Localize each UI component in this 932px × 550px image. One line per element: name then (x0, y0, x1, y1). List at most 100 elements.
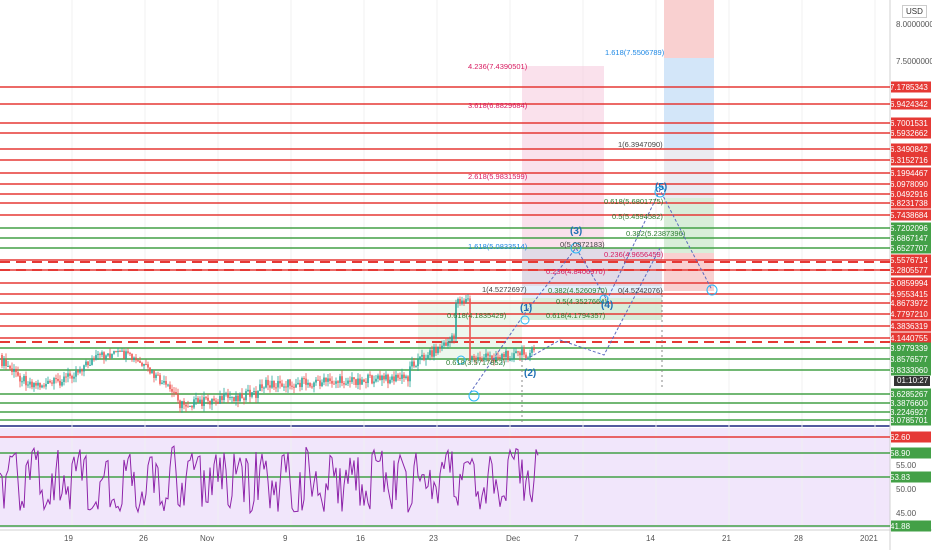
fib-level-label: 4.236(7.4390501) (468, 62, 528, 71)
price-level-label: 6.9424342 (890, 99, 928, 109)
fib-level-label: 1(6.3947090) (618, 140, 663, 149)
price-label-bg (891, 414, 931, 426)
price-level-label: 5.8231738 (890, 198, 928, 208)
price-level-label: 3.8576577 (890, 354, 928, 364)
rsi-axis-tick: 55.00 (896, 461, 917, 470)
price-label-bg (891, 288, 931, 300)
dotted-time-lines (521, 290, 663, 425)
elliott-wave-label: (1) (520, 303, 533, 314)
fib-level-label: 0.236(4.8406970) (546, 267, 606, 276)
price-level-label: 4.7797210 (890, 309, 928, 319)
price-level-label: 5.6867147 (890, 233, 928, 243)
rsi-label-bg (891, 471, 931, 483)
fib-level-label: 0(5.0872183) (560, 240, 605, 249)
elliott-wave-label: (5) (655, 182, 668, 193)
price-level-label: 5.6527707 (890, 243, 928, 253)
price-label-bg (891, 364, 931, 376)
price-level-label: 5.7438684 (890, 210, 928, 220)
price-label-bg (891, 242, 931, 254)
time-axis-tick: 23 (429, 534, 438, 543)
projection-box-pink (522, 66, 604, 248)
price-level-label: 4.3836319 (890, 321, 928, 331)
fib-level-label: 0.5(5.4594582) (612, 212, 663, 221)
price-level-label: 6.1994467 (890, 168, 928, 178)
time-axis-tick: 14 (646, 534, 655, 543)
rsi-axis-tick: 45.00 (896, 509, 917, 518)
time-axis-tick: 7 (574, 534, 579, 543)
price-label-bg (891, 197, 931, 209)
time-axis-tick: Dec (506, 534, 521, 543)
rsi-level-label: 62.60 (890, 432, 911, 442)
rsi-label-bg (891, 447, 931, 459)
price-label-bg (891, 297, 931, 309)
rsi-axis-tick: 50.00 (896, 485, 917, 494)
fib-level-label: 0.618(3.5717852) (446, 358, 506, 367)
price-label-bg (891, 388, 931, 400)
price-label-bg (891, 264, 931, 276)
price-level-label: 6.0492916 (890, 189, 928, 199)
fib-level-label: 0.236(4.9656459) (604, 250, 664, 259)
price-label-bg (891, 320, 931, 332)
fib-level-label: 0.382(5.2387396) (626, 229, 686, 238)
time-axis-tick: 28 (794, 534, 803, 543)
price-label-bg (891, 209, 931, 221)
fib-level-label: 0(4.5242076) (618, 286, 663, 295)
price-level-label: 3.9779339 (890, 343, 928, 353)
rsi-label-bg (891, 520, 931, 532)
price-label-bg (891, 143, 931, 155)
price-label-bg (891, 154, 931, 166)
time-axis-tick: 16 (356, 534, 365, 543)
price-level-label: 6.7001531 (890, 118, 928, 128)
price-label-bg (891, 222, 931, 234)
fib-level-label: 0.618(4.1794357) (546, 311, 606, 320)
chart-background (0, 0, 890, 425)
currency-label[interactable]: USD (902, 5, 927, 18)
price-level-label: 4.1440755 (890, 333, 928, 343)
price-level-label: 4.9553415 (890, 289, 928, 299)
elliott-wave-alt (524, 247, 661, 361)
fib-level-label: 1.618(5.0833514) (468, 242, 528, 251)
price-label-bg (891, 353, 931, 365)
price-label-bg (891, 98, 931, 110)
elliott-wave-label: (2) (524, 368, 537, 379)
countdown-timer: 01:10:27 (894, 376, 930, 386)
fib-level-label: 0.382(4.5260970) (548, 286, 608, 295)
rsi-label-bg (891, 431, 931, 443)
price-level-label: 6.3490842 (890, 144, 928, 154)
price-level-label: 3.0785701 (890, 415, 928, 425)
price-level-label: 6.5932662 (890, 128, 928, 138)
fib-level-label: 1(4.5272697) (482, 285, 527, 294)
elliott-wave-label: (4) (601, 300, 614, 311)
time-axis-tick: 26 (139, 534, 148, 543)
price-level-label: 4.8673972 (890, 298, 928, 308)
time-axis-tick: 9 (283, 534, 288, 543)
rsi-line (0, 445, 539, 515)
price-level-label: 5.7202096 (890, 223, 928, 233)
price-level-label: 3.2246927 (890, 407, 928, 417)
target-box-red (664, 0, 714, 58)
price-label-bg (891, 332, 931, 344)
wave-circles (456, 186, 718, 402)
price-level-label: 5.2805577 (890, 265, 928, 275)
price-level-label: 6.0978090 (890, 179, 928, 189)
price-level-label: 3.3876600 (890, 398, 928, 408)
price-label-bg (891, 167, 931, 179)
price-label-second: 7.5000000 (896, 57, 932, 66)
fib-level-label: 0.618(4.1835429) (447, 311, 507, 320)
fib-level-label: 0.618(5.6801775) (604, 197, 664, 206)
rsi-pane-background (0, 428, 890, 528)
price-label-bg (891, 117, 931, 129)
price-label-bg (891, 397, 931, 409)
price-level-label: 3.6285267 (890, 389, 928, 399)
elliott-wave-label: (3) (570, 226, 583, 237)
candlesticks (1, 294, 535, 413)
rsi-level-label: 58.90 (890, 448, 911, 458)
price-label-bg (891, 188, 931, 200)
target-box-blue (664, 58, 714, 148)
price-label-bg (891, 178, 931, 190)
price-level-label: 6.3152716 (890, 155, 928, 165)
rsi-level-label: 41.88 (890, 521, 911, 531)
target-box-green (664, 198, 714, 253)
price-label-top: 8.0000000 (896, 20, 932, 29)
